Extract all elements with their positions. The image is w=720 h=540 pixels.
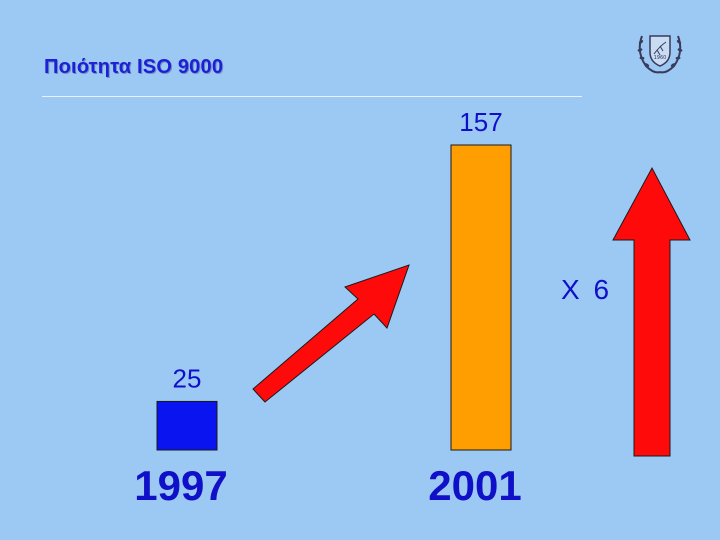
value-label-1997: 25 <box>173 363 202 393</box>
slide-title: Ποιότητα ISO 9000 <box>44 56 224 78</box>
multiplier-label: X 6 <box>561 274 613 305</box>
bar-2001 <box>450 144 512 451</box>
vertical-growth-arrow <box>612 166 691 457</box>
value-label-2001: 157 <box>459 107 502 137</box>
diagonal-growth-arrow <box>252 264 410 403</box>
svg-text:1960: 1960 <box>654 55 667 61</box>
title-divider <box>42 96 582 97</box>
cyprus-coat-of-arms-icon: 1960 <box>637 35 683 74</box>
category-label-2001: 2001 <box>428 462 521 509</box>
bar-1997 <box>156 400 218 451</box>
category-label-1997: 1997 <box>134 462 227 509</box>
